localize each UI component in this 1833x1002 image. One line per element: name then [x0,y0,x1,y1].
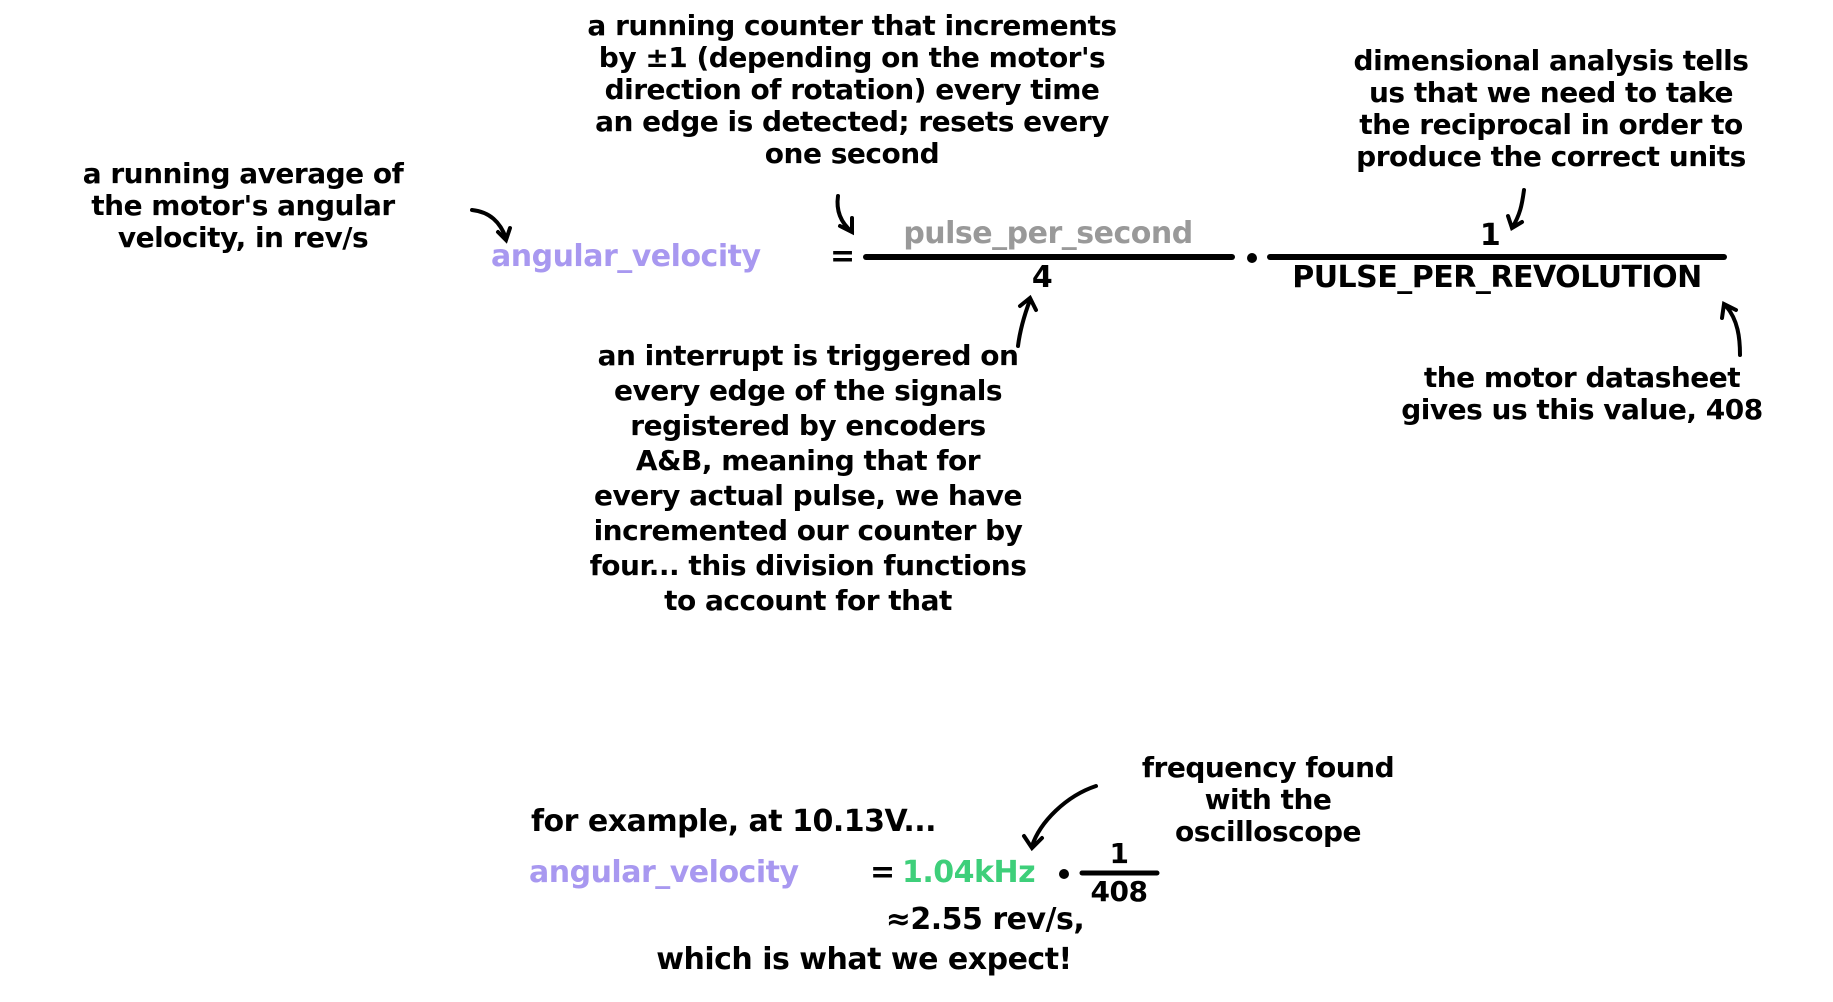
arrow-frequency [1022,784,1098,852]
arrow-interrupt [1016,294,1038,348]
annotation-interrupt: an interrupt is triggered on every edge … [590,338,1027,618]
annotation-line: a running average of [82,157,404,190]
annotation-line: oscilloscope [1174,815,1362,848]
annotation-line: velocity, in rev/s [117,221,369,254]
equation-equals: = [830,239,855,274]
annotation-average: a running average of the motor's angular… [83,158,404,254]
annotation-line: frequency found [1141,751,1395,784]
annotation-line: four... this division functions [589,549,1027,582]
annotation-line: the reciprocal in order to [1359,108,1743,141]
annotation-line: an interrupt is triggered on [597,339,1019,372]
multiply-dot-1 [1247,253,1257,263]
example-equals: = [870,855,895,890]
arrow-reciprocal [1506,188,1526,231]
annotation-line: an edge is detected; resets every [595,105,1109,138]
example-lhs: angular_velocity [529,855,799,890]
annotation-line: every edge of the signals [614,374,1002,407]
annotation-frequency: frequency found with the oscilloscope [1141,751,1395,848]
annotation-line: us that we need to take [1368,76,1734,109]
example-numerator: 1 [1109,837,1129,870]
annotation-counter: a running counter that increments by ±1 … [587,9,1117,170]
annotation-line: dimensional analysis tells [1353,44,1749,77]
denominator-4: 4 [1031,260,1053,295]
annotation-line: every actual pulse, we have [594,479,1022,512]
annotation-line: a running counter that increments [587,9,1117,42]
example-frequency-value: 1.04kHz [902,855,1036,890]
example-denominator: 408 [1090,875,1148,908]
annotation-line: with the [1204,783,1332,816]
annotation-line: direction of rotation) every time [604,73,1100,106]
multiply-dot-example [1059,869,1069,879]
example-conclusion: which is what we expect! [656,942,1072,977]
annotation-line: to account for that [664,584,952,617]
annotation-line: one second [764,137,940,170]
arrow-counter [835,194,854,236]
annotation-reciprocal: dimensional analysis tells us that we ne… [1354,45,1749,173]
numerator-pulse-per-second: pulse_per_second [903,216,1193,251]
annotation-line: the motor's angular [91,189,395,222]
numerator-1: 1 [1479,218,1501,253]
example-intro: for example, at 10.13V... [531,804,937,839]
arrow-average [470,208,512,244]
annotation-datasheet: the motor datasheet gives us this value,… [1401,361,1763,426]
annotation-line: gives us this value, 408 [1401,393,1763,426]
annotation-line: incremented our counter by [593,514,1023,547]
equation-lhs: angular_velocity [491,239,761,274]
annotation-line: the motor datasheet [1423,361,1741,394]
arrow-datasheet [1720,300,1742,357]
annotation-line: produce the correct units [1356,140,1746,173]
annotation-line: registered by encoders [630,409,986,442]
annotation-line: A&B, meaning that for [635,444,981,477]
denominator-pulse-per-revolution: PULSE_PER_REVOLUTION [1292,260,1702,295]
example-result: ≈2.55 rev/s, [885,902,1085,937]
annotation-line: by ±1 (depending on the motor's [598,41,1106,74]
